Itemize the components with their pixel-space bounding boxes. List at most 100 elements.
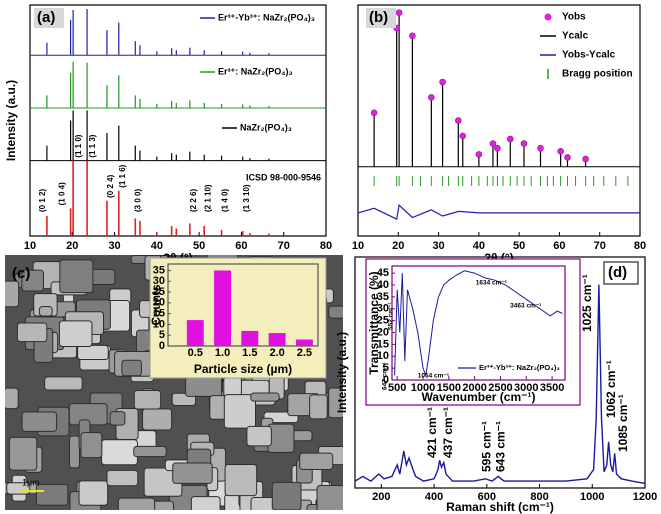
sem-grain (109, 411, 126, 426)
x-tick-label: 70 (594, 240, 606, 252)
yobs-point (489, 140, 497, 147)
legend-label: Er³⁺-Yb³⁺: NaZr₂(PO₄)₃ (479, 363, 560, 372)
legend-label: Yobs-Ycalc (562, 50, 616, 61)
y-tick-label: 0 (159, 340, 165, 352)
yobs-point (475, 151, 483, 158)
plot-frame (354, 256, 646, 489)
y-tick-label: 5 (159, 329, 165, 341)
panel-label: (d) (608, 264, 627, 281)
x-tick-label: 70 (278, 240, 290, 252)
legend-label: ICSD 98-000-9546 (246, 172, 321, 182)
x-tick-label: 20 (66, 240, 78, 252)
yobs-point (564, 154, 571, 161)
sem-grain (5, 280, 20, 308)
peak-label: (0 2 4) (106, 174, 115, 197)
peak-label: (1 4 0) (221, 189, 230, 212)
yobs-point (494, 144, 501, 152)
sem-grain (117, 497, 156, 510)
x-axis-title: Particle size (µm) (194, 362, 292, 376)
sem-grain (8, 436, 38, 471)
sem-grain (121, 359, 142, 377)
legend-swatch (544, 13, 552, 21)
sem-grain (190, 496, 221, 510)
peak-label: 552 cm⁻¹ (388, 302, 395, 330)
yobs-point (582, 155, 589, 163)
plot-frame (29, 4, 327, 237)
bar (241, 330, 259, 346)
peak-label: 3463 cm⁻¹ (510, 303, 541, 310)
peak-label: (2 2 6) (189, 189, 198, 212)
sem-grain (309, 394, 328, 420)
x-tick-label: 0.5 (188, 347, 203, 359)
legend-label: Bragg position (562, 69, 633, 80)
y-tick-label: 0 (383, 374, 389, 386)
y-tick-label: 30 (153, 275, 165, 287)
scale-bar-label: 1µm (22, 477, 40, 487)
sem-grain (44, 376, 83, 391)
sem-grain (21, 269, 45, 292)
peak-label: 1025 cm⁻¹ (580, 274, 594, 332)
x-tick-label: 80 (634, 240, 646, 252)
y-tick-label: 15 (153, 308, 165, 320)
y-axis-title: Intensity (a.u.) (4, 80, 18, 161)
x-tick-label: 1200 (633, 491, 657, 503)
sem-grain (68, 435, 80, 469)
sem-grain (21, 411, 58, 432)
x-tick-label: 40 (151, 240, 163, 252)
legend-label: Yobs (562, 12, 586, 23)
peak-label: (1 3 10) (242, 184, 251, 212)
x-tick-label: 500 (388, 382, 406, 394)
y-axis-title: Intensity (a.u.) (335, 332, 349, 413)
plot-frame (357, 4, 641, 237)
x-tick-label: 40 (473, 240, 485, 252)
sem-grain (78, 480, 109, 506)
peak-label: 437 cm⁻¹ (441, 407, 455, 458)
panel-label: (c) (12, 265, 30, 282)
y-tick-label: 10 (153, 318, 165, 330)
x-tick-label: 10 (352, 240, 364, 252)
x-tick-label: 60 (235, 240, 247, 252)
x-tick-label: 2.0 (269, 347, 284, 359)
yobs-point (537, 144, 544, 152)
bar (295, 339, 313, 346)
y-tick-label: 20 (377, 326, 389, 338)
sem-grain (59, 259, 94, 294)
sem-grain (172, 462, 213, 484)
sem-grain (133, 445, 167, 458)
sem-grain (77, 344, 109, 361)
yobs-point (459, 132, 467, 140)
y-tick-label: 10 (377, 350, 389, 362)
sem-grain (316, 485, 343, 510)
y-tick-label: 30 (377, 303, 389, 315)
x-tick-label: 60 (553, 240, 565, 252)
x-tick-label: 1.5 (242, 347, 257, 359)
peak-label: (3 0 0) (133, 189, 142, 212)
panel-label: (b) (369, 9, 388, 26)
yobs-point (439, 78, 446, 86)
peak-label: 643 cm⁻¹ (493, 421, 507, 472)
x-tick-label: 3000 (514, 382, 538, 394)
bar (268, 333, 286, 346)
panel-label-box (603, 261, 639, 285)
y-tick-label: 25 (377, 315, 389, 327)
sem-grain (142, 408, 173, 431)
sem-grain (80, 432, 103, 459)
peak-label: (1 0 4) (58, 182, 67, 205)
x-tick-label: 50 (513, 240, 525, 252)
x-tick-label: 600 (478, 491, 496, 503)
peak-label: (2 1 10) (203, 184, 212, 212)
x-tick-label: 2500 (488, 382, 512, 394)
y-tick-label: 40 (377, 279, 389, 291)
legend-label: NaZr₂(PO₄)₃ (240, 122, 292, 132)
y-axis-title: Counts (149, 284, 163, 326)
sem-grain (133, 389, 162, 410)
x-axis-title: Raman shift (cm⁻¹) (446, 500, 554, 514)
sem-grain (224, 463, 258, 497)
sem-grain (328, 387, 343, 419)
panel-label-box (366, 8, 396, 28)
sem-grain (299, 452, 334, 470)
yobs-point (557, 148, 564, 155)
x-tick-label: 20 (392, 240, 404, 252)
